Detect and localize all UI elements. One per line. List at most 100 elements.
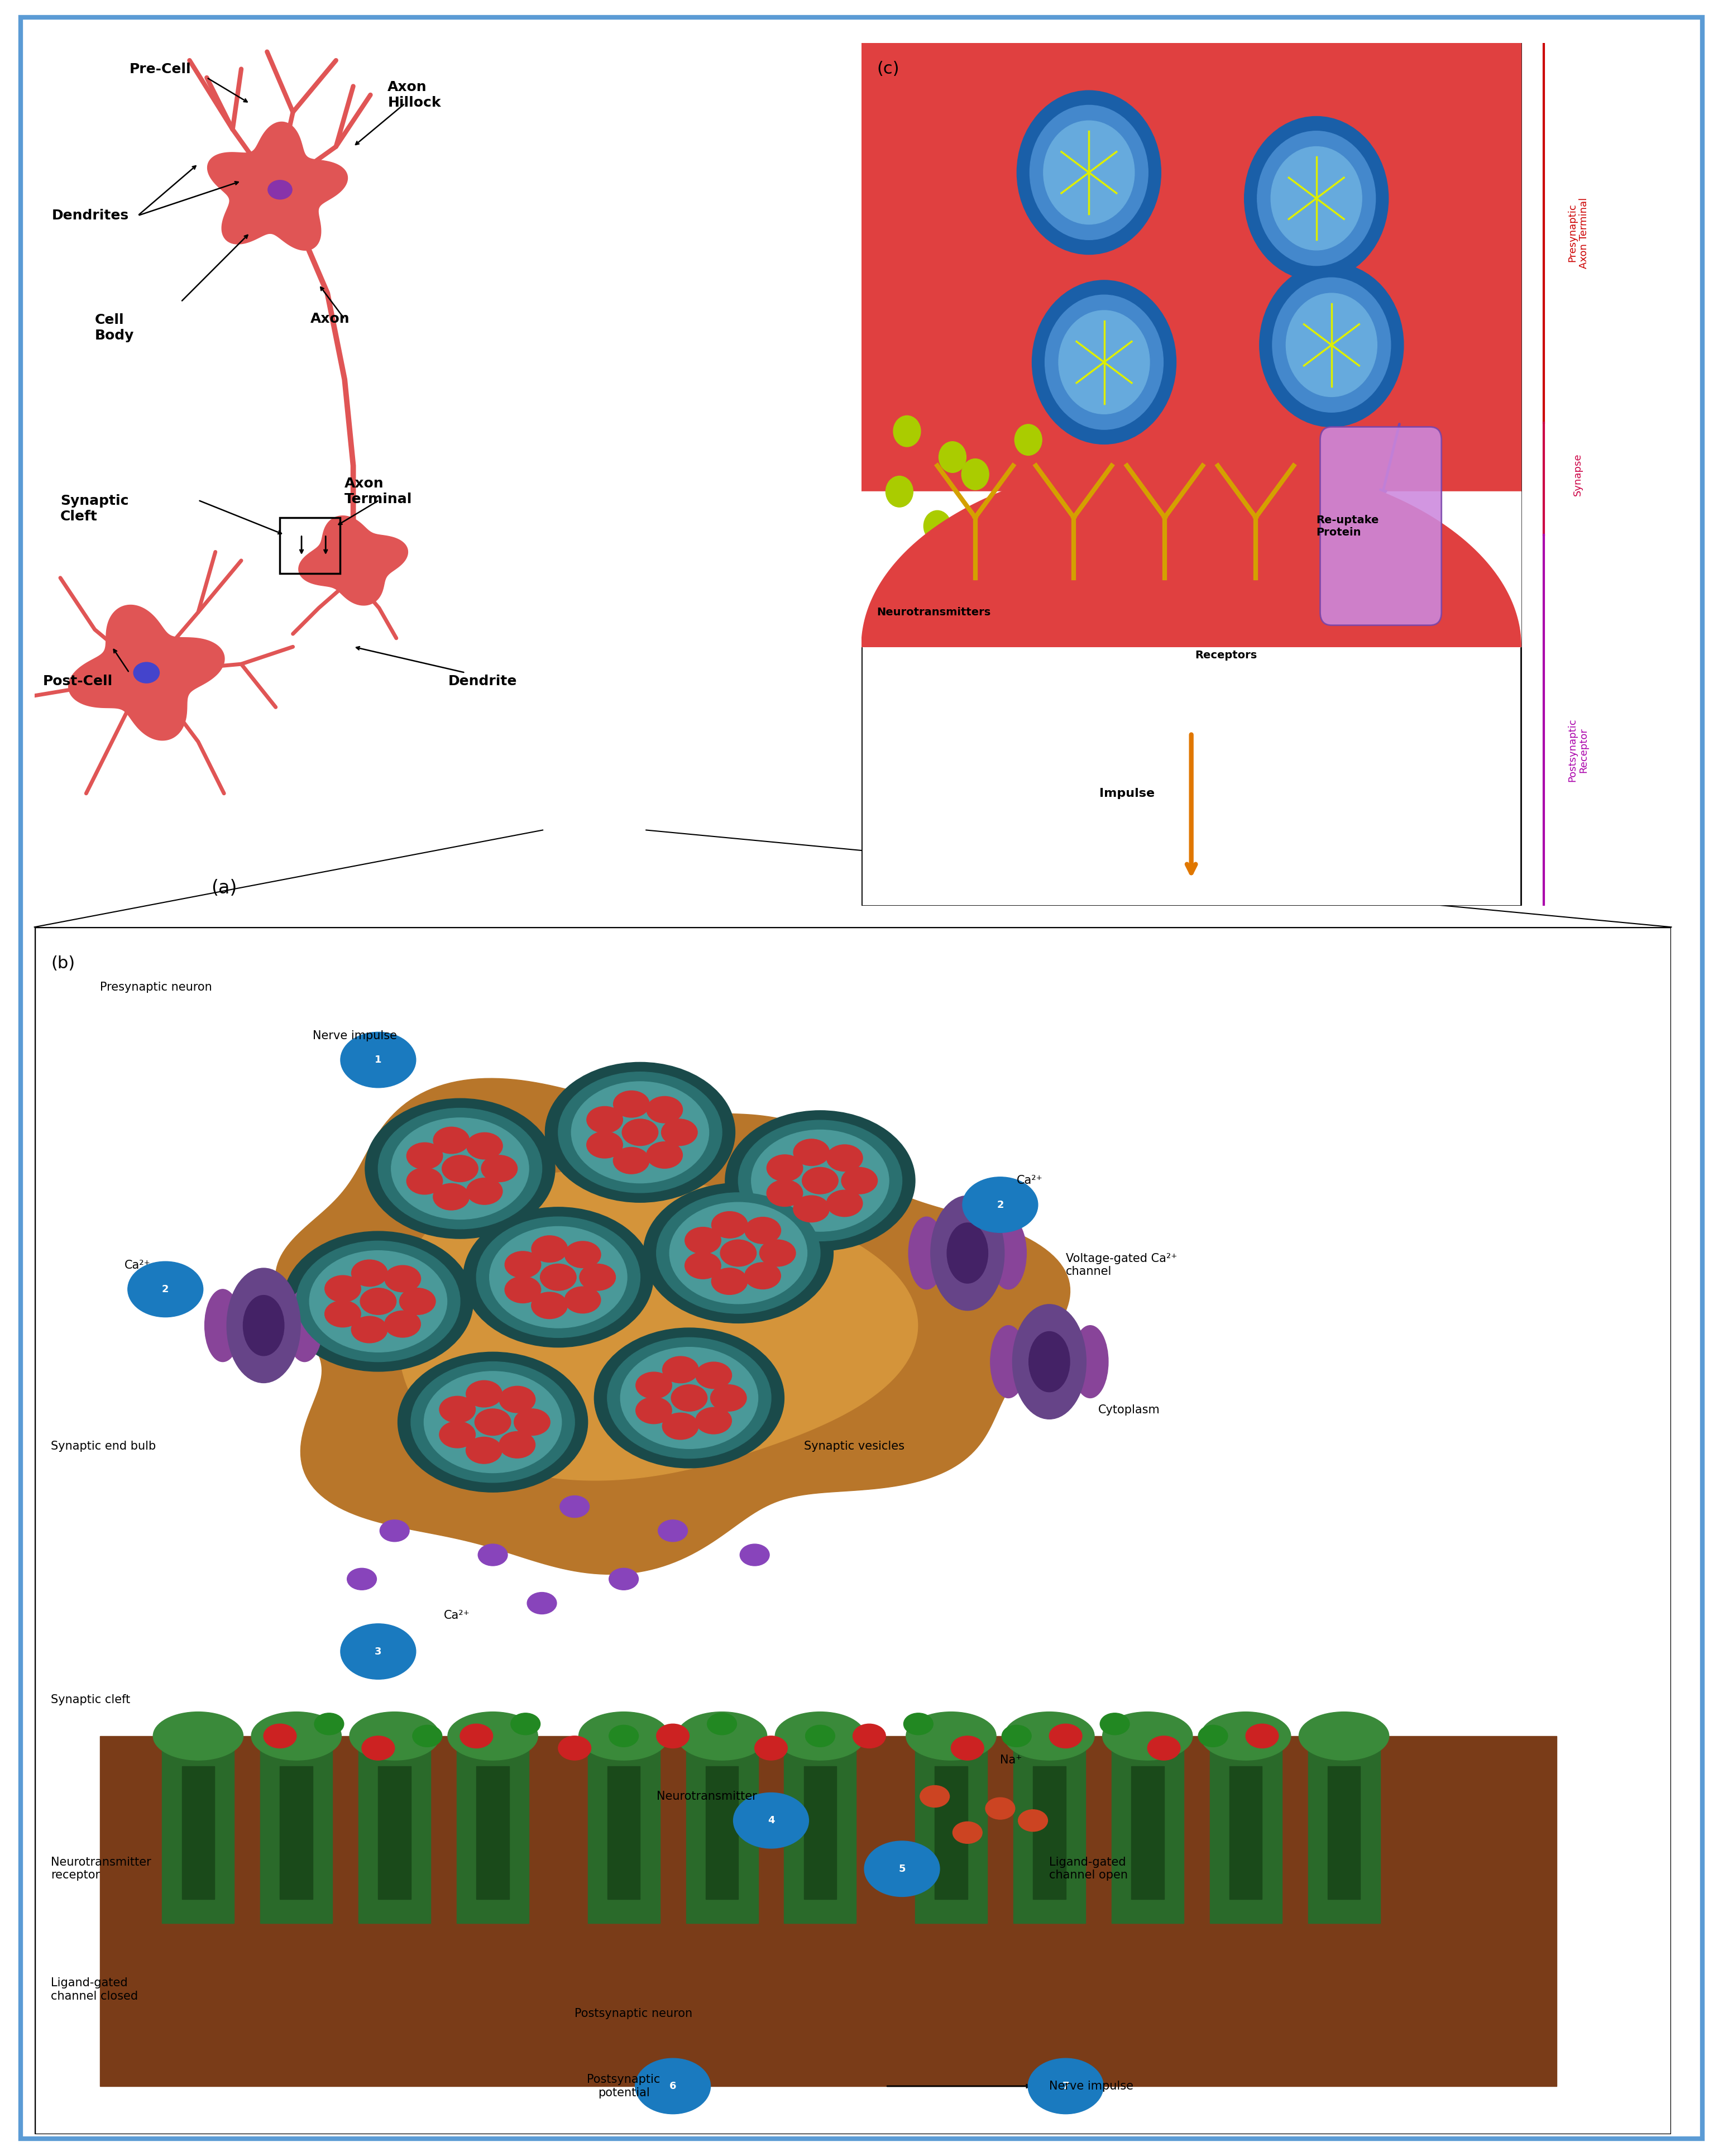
Circle shape xyxy=(608,1725,639,1746)
Circle shape xyxy=(643,1184,834,1324)
Circle shape xyxy=(1189,528,1216,558)
Circle shape xyxy=(477,1544,508,1565)
Circle shape xyxy=(384,1266,420,1291)
Text: 7: 7 xyxy=(1061,2081,1070,2091)
Bar xyxy=(1034,1766,1065,1899)
Bar xyxy=(279,1766,314,1899)
Bar xyxy=(803,1766,837,1899)
Circle shape xyxy=(656,1725,689,1749)
Circle shape xyxy=(924,511,951,541)
Circle shape xyxy=(558,1736,591,1759)
Circle shape xyxy=(608,1337,772,1457)
Bar xyxy=(588,1749,660,1923)
Circle shape xyxy=(324,1300,360,1328)
Bar xyxy=(686,1749,758,1923)
Bar xyxy=(1308,1749,1380,1923)
Bar xyxy=(936,1766,968,1899)
Circle shape xyxy=(460,1725,493,1749)
Text: Impulse: Impulse xyxy=(1099,787,1154,800)
Circle shape xyxy=(662,1412,698,1440)
Circle shape xyxy=(656,1192,820,1313)
Circle shape xyxy=(939,442,967,472)
Text: Synaptic vesicles: Synaptic vesicles xyxy=(803,1440,905,1451)
Circle shape xyxy=(310,1250,446,1352)
Circle shape xyxy=(1260,263,1404,427)
Text: (c): (c) xyxy=(877,60,899,78)
Circle shape xyxy=(351,1259,388,1287)
Circle shape xyxy=(744,1218,781,1244)
Bar xyxy=(706,1766,739,1899)
Circle shape xyxy=(467,1132,503,1160)
Circle shape xyxy=(646,1143,682,1169)
Circle shape xyxy=(513,1408,550,1436)
Circle shape xyxy=(672,1384,706,1412)
Circle shape xyxy=(465,1438,501,1464)
Circle shape xyxy=(1044,295,1163,429)
Text: Nerve impulse: Nerve impulse xyxy=(314,1031,396,1041)
Text: Nerve impulse: Nerve impulse xyxy=(1049,2081,1134,2091)
Text: Ca²⁺: Ca²⁺ xyxy=(445,1611,470,1621)
Text: 2: 2 xyxy=(162,1285,169,1294)
Circle shape xyxy=(793,1197,829,1222)
Text: 1: 1 xyxy=(374,1054,383,1065)
Circle shape xyxy=(463,1207,653,1348)
Ellipse shape xyxy=(930,1197,1005,1311)
Circle shape xyxy=(1099,1714,1130,1736)
Circle shape xyxy=(283,1231,474,1371)
Text: Ligand-gated
channel closed: Ligand-gated channel closed xyxy=(52,1977,138,2001)
Text: (b): (b) xyxy=(52,955,74,972)
Text: Synaptic
Cleft: Synaptic Cleft xyxy=(60,494,129,524)
Circle shape xyxy=(531,1291,567,1319)
Ellipse shape xyxy=(134,662,159,683)
FancyBboxPatch shape xyxy=(1320,427,1442,625)
Circle shape xyxy=(853,1725,886,1749)
Bar xyxy=(1132,1766,1165,1899)
Bar xyxy=(1111,1749,1184,1923)
Circle shape xyxy=(588,1106,622,1134)
Circle shape xyxy=(670,1203,806,1304)
Circle shape xyxy=(439,1397,476,1423)
Circle shape xyxy=(341,1033,415,1087)
Ellipse shape xyxy=(775,1712,865,1759)
Circle shape xyxy=(500,1432,536,1457)
Circle shape xyxy=(572,1082,708,1184)
Circle shape xyxy=(1044,121,1134,224)
Text: Re-uptake
Protein: Re-uptake Protein xyxy=(1316,515,1378,537)
Polygon shape xyxy=(276,1078,1070,1574)
Text: Axon
Terminal: Axon Terminal xyxy=(345,476,412,507)
Circle shape xyxy=(1272,147,1361,250)
Circle shape xyxy=(510,1714,541,1736)
Circle shape xyxy=(384,1311,420,1337)
Polygon shape xyxy=(861,198,1521,388)
Circle shape xyxy=(1244,116,1389,280)
Circle shape xyxy=(739,1121,903,1242)
Circle shape xyxy=(613,1091,650,1117)
Circle shape xyxy=(1272,278,1390,412)
Circle shape xyxy=(712,1268,748,1294)
Circle shape xyxy=(684,1253,720,1279)
Circle shape xyxy=(351,1317,388,1343)
Ellipse shape xyxy=(1299,1712,1389,1759)
Circle shape xyxy=(400,1287,436,1315)
Text: Neurotransmitter
receptor: Neurotransmitter receptor xyxy=(52,1856,152,1880)
Polygon shape xyxy=(207,123,348,250)
Circle shape xyxy=(636,1371,672,1399)
Circle shape xyxy=(767,1179,803,1207)
Circle shape xyxy=(379,1520,410,1542)
Circle shape xyxy=(1151,563,1179,593)
Circle shape xyxy=(1032,280,1177,444)
Circle shape xyxy=(424,1371,562,1473)
Ellipse shape xyxy=(350,1712,439,1759)
Bar xyxy=(476,1766,510,1899)
Bar xyxy=(100,1736,1558,2087)
Ellipse shape xyxy=(205,1289,241,1363)
Circle shape xyxy=(407,1143,443,1169)
Text: Dendrites: Dendrites xyxy=(52,209,129,222)
Circle shape xyxy=(744,1263,781,1289)
Circle shape xyxy=(1227,563,1254,593)
Circle shape xyxy=(886,476,913,507)
Circle shape xyxy=(558,1072,722,1192)
Circle shape xyxy=(720,1240,756,1266)
Bar xyxy=(861,492,1521,647)
Text: Receptors: Receptors xyxy=(1196,651,1258,660)
